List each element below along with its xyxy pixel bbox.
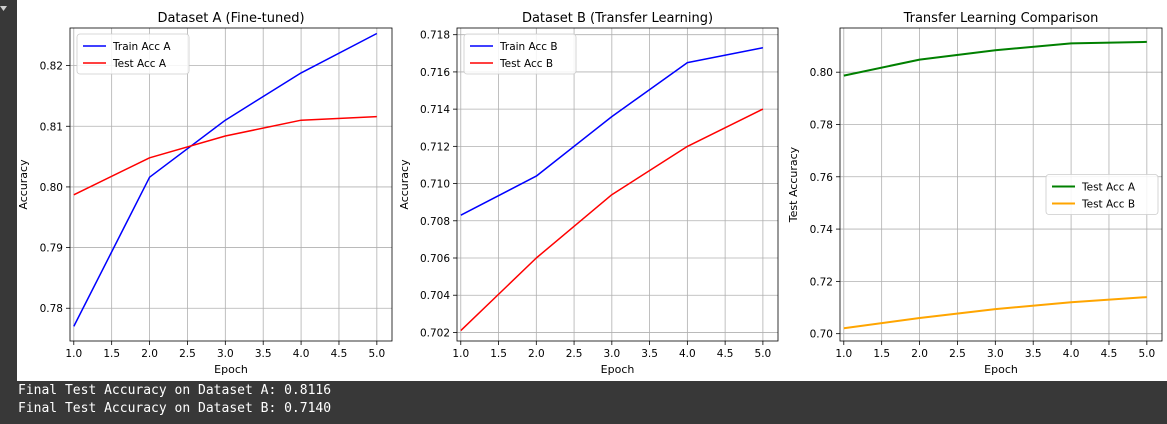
- chart-b: Dataset B (Transfer Learning) 1.0 1.5 2.0 2.…: [398, 11, 779, 376]
- series-line-1: [73, 32, 378, 327]
- series-line-2: [73, 115, 377, 196]
- x-tick-label: 4.0: [1063, 348, 1080, 360]
- y-tick-label: 0.80: [40, 182, 63, 194]
- y-tick-label: 0.81: [40, 121, 63, 133]
- x-tick-label: 2.5: [566, 348, 583, 360]
- y-tick-label: 0.704: [420, 290, 450, 302]
- series-line-2: [460, 108, 764, 332]
- x-tick-label: 2.5: [949, 348, 966, 360]
- y-tick-label: 0.718: [420, 30, 450, 42]
- y-tick-label: 0.702: [420, 327, 450, 339]
- y-tick-label: 0.712: [420, 141, 450, 153]
- figure-output: Dataset A (Fine-tuned) 1.0 1.5 2.0 2.5 3.0 3.5…: [17, 0, 1167, 381]
- legend-label: Test Acc A: [1081, 182, 1136, 194]
- y-tick-label: 0.72: [810, 276, 833, 288]
- x-tick-label: 3.0: [217, 348, 234, 360]
- x-tick-label: 4.0: [293, 348, 310, 360]
- chart-title: Transfer Learning Comparison: [903, 11, 1099, 26]
- chart-title: Dataset B (Transfer Learning): [522, 11, 713, 26]
- legend: Train Acc B Test Acc B: [463, 33, 577, 75]
- figure-canvas: Dataset A (Fine-tuned) 1.0 1.5 2.0 2.5 3.0 3.5…: [17, 11, 1163, 376]
- x-tick-label: 4.5: [1101, 348, 1118, 360]
- cell-gutter: [0, 0, 17, 424]
- x-axis-label: Epoch: [984, 363, 1018, 376]
- x-tick-label: 1.0: [65, 348, 82, 360]
- legend: Train Acc A Test Acc A: [76, 33, 190, 75]
- series-line-2: [843, 296, 1147, 330]
- chart-a: Dataset A (Fine-tuned) 1.0 1.5 2.0 2.5 3.0 3.5…: [17, 11, 393, 376]
- x-tick-label: 3.5: [255, 348, 272, 360]
- plot-area: [70, 28, 392, 341]
- y-tick-label: 0.70: [810, 329, 833, 341]
- x-tick-label: 5.0: [1138, 348, 1155, 360]
- x-tick-label: 2.0: [911, 348, 928, 360]
- x-tick-label: 4.0: [679, 348, 696, 360]
- y-tick-label: 0.80: [810, 67, 833, 79]
- y-axis-label: Test Accuracy: [787, 146, 800, 223]
- x-tick-label: 4.5: [331, 348, 348, 360]
- x-tick-label: 3.5: [1025, 348, 1042, 360]
- x-tick-label: 3.0: [987, 348, 1004, 360]
- series-line-1: [843, 40, 1147, 77]
- x-tick-label: 2.0: [528, 348, 545, 360]
- legend-label: Test Acc B: [1081, 199, 1135, 211]
- y-axis-label: Accuracy: [398, 159, 411, 210]
- y-tick-label: 0.710: [420, 179, 450, 191]
- y-tick-label: 0.716: [420, 67, 450, 79]
- x-tick-label: 1.5: [490, 348, 507, 360]
- legend-label: Train Acc A: [112, 41, 171, 53]
- axes-frame: [69, 27, 393, 342]
- chart-cmp: Transfer Learning Comparison 1.0 1.5 2.0 2.5…: [787, 11, 1163, 376]
- axes-frame: [456, 27, 779, 342]
- series-line-1: [460, 46, 764, 216]
- output-line-dataset-a: Final Test Accuracy on Dataset A: 0.8116: [18, 383, 332, 398]
- x-tick-label: 3.0: [603, 348, 620, 360]
- legend-label: Test Acc A: [112, 58, 167, 70]
- y-tick-label: 0.74: [810, 224, 834, 236]
- legend-box: [463, 33, 577, 75]
- x-axis-label: Epoch: [601, 363, 635, 376]
- y-tick-label: 0.78: [810, 119, 833, 131]
- text-output: Final Test Accuracy on Dataset A: 0.8116…: [17, 381, 1167, 424]
- x-tick-label: 1.5: [873, 348, 890, 360]
- y-axis-label: Accuracy: [17, 159, 30, 210]
- x-tick-label: 2.0: [141, 348, 158, 360]
- y-tick-label: 0.714: [420, 104, 450, 116]
- collapse-output-icon[interactable]: [0, 5, 8, 13]
- y-tick-label: 0.708: [420, 216, 450, 228]
- y-tick-label: 0.78: [40, 303, 63, 315]
- x-tick-label: 5.0: [755, 348, 772, 360]
- output-line-dataset-b: Final Test Accuracy on Dataset B: 0.7140: [18, 401, 332, 416]
- x-tick-label: 1.0: [452, 348, 469, 360]
- x-tick-label: 2.5: [179, 348, 196, 360]
- y-tick-label: 0.79: [40, 243, 63, 255]
- x-tick-label: 4.5: [717, 348, 734, 360]
- axes-frame: [839, 27, 1163, 342]
- x-tick-label: 1.5: [103, 348, 120, 360]
- x-tick-label: 1.0: [835, 348, 852, 360]
- y-tick-label: 0.82: [40, 61, 63, 73]
- x-tick-label: 3.5: [641, 348, 658, 360]
- chart-title: Dataset A (Fine-tuned): [157, 11, 304, 26]
- plot-area: [457, 28, 778, 341]
- legend: Test Acc A Test Acc B: [1045, 174, 1159, 215]
- x-axis-label: Epoch: [214, 363, 248, 376]
- legend-label: Train Acc B: [499, 41, 558, 53]
- y-tick-label: 0.76: [810, 172, 834, 184]
- y-tick-label: 0.706: [420, 253, 450, 265]
- legend-label: Test Acc B: [499, 58, 553, 70]
- x-tick-label: 5.0: [368, 348, 385, 360]
- legend-box: [76, 33, 190, 75]
